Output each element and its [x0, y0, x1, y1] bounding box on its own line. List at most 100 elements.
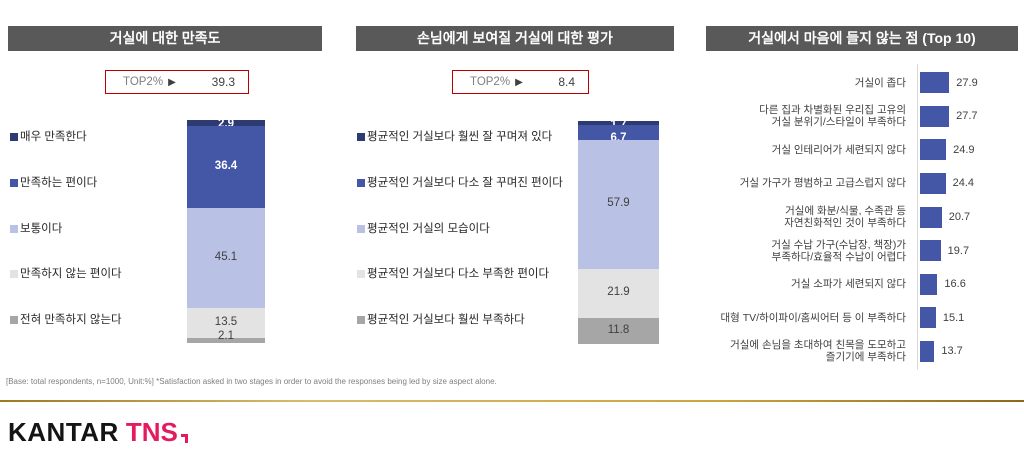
segment-value: 45.1: [214, 250, 238, 263]
top2-value: 8.4: [558, 75, 575, 89]
arrow-right-icon: ▶: [515, 76, 523, 88]
hbar-category-label: 대형 TV/하이파이/홈씨어터 등 이 부족하다: [720, 311, 906, 324]
tns-wordmark: TNS: [125, 417, 178, 447]
hbar-row: 거실에 손님을 초대하여 친목을 도모하고 즐기기에 부족하다 13.7: [705, 335, 1024, 369]
legend-swatch-icon: [357, 133, 365, 141]
hbar-bar: [920, 206, 942, 228]
legend-swatch-icon: [357, 178, 365, 187]
hbar-category-label: 거실에 화분/식물, 수족관 등 자연친화적인 것이 부족하다: [784, 205, 906, 230]
arrow-right-icon: ▶: [168, 76, 176, 88]
hbar-row: 거실 인테리어가 세련되지 않다 24.9: [705, 133, 1024, 167]
legend-item: 평균적인 거실보다 다소 잘 꾸며진 편이다: [357, 177, 577, 190]
hbar-value-label: 19.7: [947, 244, 970, 257]
hbar-category-label: 거실이 좁다: [854, 76, 906, 89]
panel2-stacked-bar: 1.76.757.921.911.8: [578, 119, 659, 344]
panel3-axis-line: [917, 64, 918, 370]
legend-label: 전혀 만족하지 않는다: [20, 314, 122, 326]
legend-label: 평균적인 거실보다 다소 부족한 편이다: [367, 268, 550, 281]
legend-label: 평균적인 거실보다 훨씬 부족하다: [367, 314, 525, 326]
legend-label: 보통이다: [20, 222, 63, 235]
stack-segment: [578, 317, 659, 344]
hbar-value-label: 15.1: [942, 311, 965, 324]
stack-segment: [578, 139, 659, 269]
stack-segment: [187, 120, 265, 127]
hbar-category-label: 거실 가구가 평범하고 고급스럽지 않다: [739, 177, 906, 190]
legend-label: 만족하지 않는 편이다: [20, 268, 122, 281]
kantar-wordmark: KANTAR: [8, 417, 119, 447]
legend-label: 만족하는 편이다: [20, 176, 98, 189]
legend-item: 매우 만족한다: [10, 131, 185, 144]
legend-item: 만족하는 편이다: [10, 177, 185, 190]
legend-item: 만족하지 않는 편이다: [10, 268, 185, 281]
stack-segment: [187, 338, 265, 343]
legend-swatch-icon: [10, 178, 18, 187]
hbar-bar: [920, 172, 946, 194]
panel1-title: 거실에 대한 만족도: [8, 26, 322, 51]
kantar-tns-logo: KANTAR TNS: [8, 417, 188, 448]
legend-item: 평균적인 거실보다 훨씬 부족하다: [357, 314, 577, 327]
stack-segment: [187, 126, 265, 208]
legend-swatch-icon: [10, 224, 18, 233]
segment-value: 36.4: [214, 160, 238, 173]
hbar-bar: [920, 240, 941, 262]
legend-swatch-icon: [357, 316, 365, 324]
base-note: [Base: total respondents, n=1000, Unit:%…: [6, 377, 497, 386]
hbar-value-label: 16.6: [944, 278, 966, 291]
hbar-row: 거실 가구가 평범하고 고급스럽지 않다 24.4: [705, 167, 1024, 201]
hbar-bar: [920, 72, 950, 94]
top2-label: TOP2%: [123, 76, 164, 88]
hbar-value-label: 27.9: [956, 76, 978, 89]
hbar-row: 거실이 좁다 27.9: [705, 66, 1024, 100]
stack-segment: [578, 124, 659, 140]
legend-label: 매우 만족한다: [20, 131, 87, 143]
segment-value: 2.1: [218, 330, 234, 342]
legend-item: 평균적인 거실보다 훨씬 잘 꾸며져 있다: [357, 131, 577, 144]
hbar-value-label: 24.4: [952, 177, 975, 190]
legend-label: 평균적인 거실보다 훨씬 잘 꾸며져 있다: [367, 131, 553, 143]
hbar-row: 거실 소파가 세련되지 않다 16.6: [705, 267, 1024, 301]
legend-item: 평균적인 거실보다 다소 부족한 편이다: [357, 268, 577, 281]
hbar-category-label: 거실에 손님을 초대하여 친목을 도모하고 즐기기에 부족하다: [730, 339, 906, 364]
hbar-category-label: 거실 수납 가구(수납장, 책장)가 부족하다/효율적 수납이 어렵다: [771, 238, 906, 263]
gold-divider-line: [0, 400, 1024, 402]
hbar-value-label: 24.9: [953, 143, 975, 156]
panel1-stacked-bar: 2.9 36.4 45.1 13.5 2.1: [187, 118, 265, 343]
stack-segment: [578, 268, 659, 318]
top2-label: TOP2%: [470, 76, 511, 88]
hbar-bar: [920, 273, 938, 295]
tns-flag-icon: [180, 434, 188, 443]
stack-segment: [187, 207, 265, 309]
hbar-bar: [920, 105, 950, 127]
hbar-value-label: 20.7: [948, 211, 971, 224]
legend-item: 평균적인 거실의 모습이다: [357, 223, 577, 236]
hbar-bar: [920, 307, 936, 329]
panel1-top2-badge: TOP2% ▶ 39.3: [105, 70, 249, 94]
legend-swatch-icon: [10, 270, 18, 279]
hbar-row: 거실 수납 가구(수납장, 책장)가 부족하다/효율적 수납이 어렵다 19.7: [705, 234, 1024, 268]
panel2-title: 손님에게 보여질 거실에 대한 평가: [356, 26, 674, 51]
legend-swatch-icon: [10, 133, 18, 141]
legend-item: 전혀 만족하지 않는다: [10, 314, 185, 327]
top2-value: 39.3: [211, 75, 235, 89]
segment-value: 11.8: [607, 323, 630, 336]
segment-value: 13.5: [214, 316, 238, 329]
hbar-category-label: 다른 집과 차별화된 우리집 고유의 거실 분위기/스타일이 부족하다: [759, 104, 906, 129]
stack-segment: [578, 121, 659, 125]
legend-label: 평균적인 거실의 모습이다: [367, 222, 490, 235]
legend-item: 보통이다: [10, 223, 185, 236]
hbar-row: 다른 집과 차별화된 우리집 고유의 거실 분위기/스타일이 부족하다 27.7: [705, 100, 1024, 134]
panel3-bar-chart: 거실이 좁다 27.9 다른 집과 차별화된 우리집 고유의 거실 분위기/스타일이…: [705, 66, 1024, 368]
panel2-top2-badge: TOP2% ▶ 8.4: [452, 70, 589, 94]
hbar-row: 대형 TV/하이파이/홈씨어터 등 이 부족하다 15.1: [705, 301, 1024, 335]
hbar-row: 거실에 화분/식물, 수족관 등 자연친화적인 것이 부족하다 20.7: [705, 200, 1024, 234]
legend-label: 평균적인 거실보다 다소 잘 꾸며진 편이다: [367, 176, 563, 189]
hbar-value-label: 13.7: [941, 345, 963, 358]
legend-swatch-icon: [357, 270, 365, 279]
hbar-category-label: 거실 인테리어가 세련되지 않다: [771, 143, 906, 156]
hbar-bar: [920, 139, 947, 161]
hbar-value-label: 27.7: [956, 110, 978, 123]
hbar-category-label: 거실 소파가 세련되지 않다: [790, 278, 906, 291]
hbar-bar: [920, 340, 935, 362]
legend-swatch-icon: [10, 316, 18, 324]
